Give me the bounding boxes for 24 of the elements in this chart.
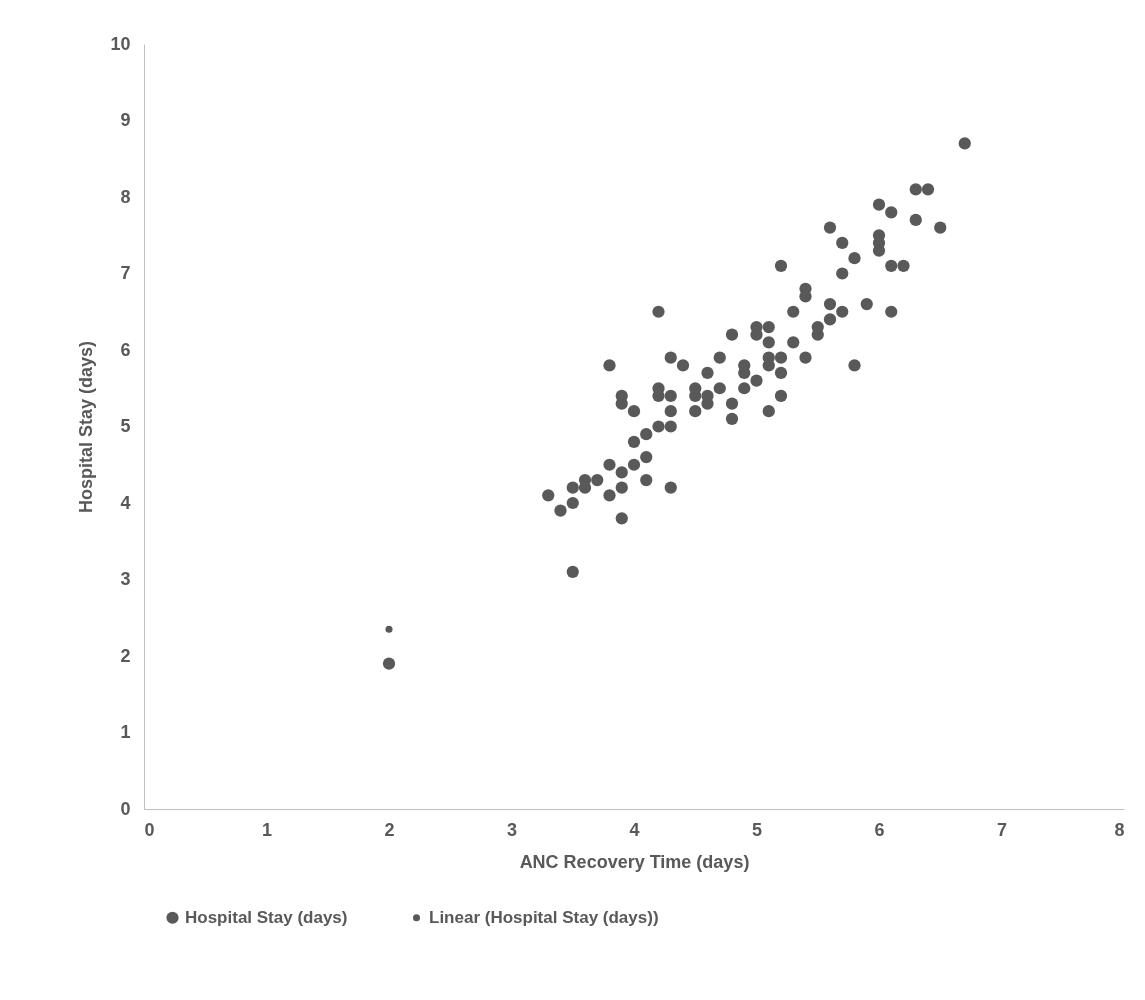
y-tick-label: 4 — [120, 492, 131, 513]
y-tick-label: 2 — [120, 645, 131, 666]
y-tick-label: 7 — [120, 263, 131, 283]
y-tick-label: 9 — [120, 110, 131, 130]
x-tick-label: 4 — [629, 819, 640, 840]
x-tick-label: 6 — [874, 819, 885, 840]
x-tick-label: 0 — [144, 819, 155, 840]
y-axis-title: Hospital Stay (days) — [76, 340, 97, 514]
y-tick-label: 0 — [120, 798, 131, 819]
y-tick-label: 10 — [110, 33, 131, 54]
legend-label: Hospital Stay (days) — [185, 907, 348, 927]
x-axis-title: ANC Recovery Time (days) — [519, 851, 750, 872]
y-tick-label: 8 — [120, 186, 131, 207]
x-tick-label: 8 — [1114, 819, 1125, 840]
x-tick-label: 2 — [384, 819, 395, 840]
y-tick-label: 5 — [120, 416, 131, 436]
x-tick-label: 1 — [261, 819, 273, 840]
y-tick-label: 1 — [120, 722, 131, 742]
x-tick-label: 5 — [751, 819, 763, 840]
x-tick-label: 7 — [996, 819, 1008, 840]
legend-label: Linear (Hospital Stay (days)) — [429, 907, 659, 927]
y-tick-label: 3 — [120, 569, 131, 589]
x-tick-label: 3 — [506, 819, 518, 840]
y-tick-label: 6 — [120, 339, 131, 360]
